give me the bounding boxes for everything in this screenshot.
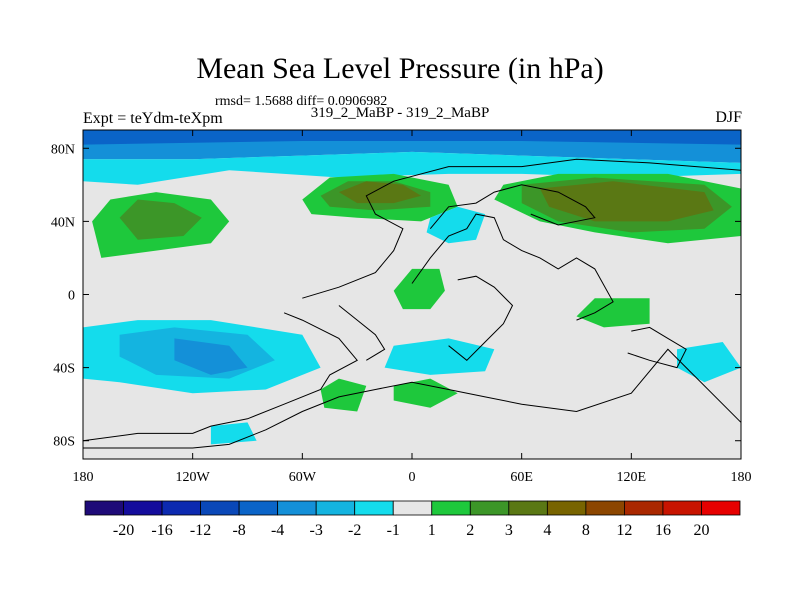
colorbar-label: -16 [151,522,172,539]
contour-south-pacific-low-3 [174,338,248,375]
chart-title: Mean Sea Level Pressure (in hPa) [196,52,604,85]
colorbar-swatch [277,500,317,516]
y-tick-label: 80N [51,142,75,157]
colorbar-label: 20 [693,522,709,539]
colorbar-swatch [662,500,702,516]
coastline-5 [448,275,514,361]
colorbar-swatch [624,500,664,516]
coastlines [83,158,741,449]
colorbar-swatch [354,500,394,516]
colorbar-swatch [84,500,124,516]
contour-australia-low [677,342,741,383]
y-tick-label: 40S [53,362,75,377]
colorbar-label: 3 [505,522,513,539]
colorbar-label: -8 [232,522,245,539]
colorbar-label: 2 [466,522,474,539]
coastline-0 [83,312,358,442]
contour-north-atlantic-high-3 [338,181,422,204]
x-tick-label: 0 [409,470,416,485]
contour-siberian-high-3 [539,181,714,222]
colorbar-label: 4 [543,522,551,539]
colorbar-label: 12 [616,522,632,539]
colorbar-swatch [200,500,240,516]
colorbar-label: 16 [655,522,671,539]
colorbar-label: 8 [582,522,590,539]
contour-north-band [83,151,741,185]
colorbar-swatch [546,500,587,516]
colorbar-label: 1 [428,522,436,539]
experiment-label: Expt = teYdm-teXpm [83,110,223,127]
colorbar-label: -12 [190,522,211,539]
x-tick-label: 120E [617,470,647,485]
contour-drake-low [210,422,257,445]
coastline-6 [429,184,596,230]
colorbar: -20 -16 -12 -8 -4 -3 -2 -1 1 2 3 4 8 12 16 20 [84,500,741,539]
colorbar-swatch [315,500,356,516]
contour-south-atlantic-high [320,378,367,412]
colorbar-label: -1 [387,522,400,539]
season-label: DJF [715,109,742,126]
y-axis: 80N 40N 0 40S 80S [51,142,741,450]
contour-regions [83,130,741,445]
contour-south-indian-high [393,378,458,408]
x-tick-label: 120W [176,470,211,485]
x-axis: 180 120W 60W 0 60E 120E 180 [73,130,752,485]
coastline-3 [338,305,386,361]
colorbar-swatch [469,500,510,516]
contour-north-polar-core [83,130,741,145]
y-tick-label: 80S [53,435,75,450]
colorbar-label: -2 [348,522,361,539]
contour-central-africa-high [393,268,445,310]
colorbar-swatch [701,500,741,516]
contour-indian-ocean-high [576,298,650,328]
x-tick-label: 60E [510,470,533,485]
contour-south-atlantic-low [384,338,495,375]
colorbar-label: -20 [113,522,134,539]
colorbar-swatch [123,500,163,516]
colorbar-swatch [508,500,548,516]
colorbar-swatch [238,500,279,516]
x-tick-label: 180 [73,470,94,485]
contour-north-pacific-high-2 [119,199,202,240]
coastline-2 [302,158,741,299]
colorbar-swatch [161,500,201,516]
colorbar-swatch [392,500,433,516]
y-tick-label: 0 [68,289,75,304]
case-label: 319_2_MaBP - 319_2_MaBP [310,105,490,121]
stats-label: rmsd= 1.5688 diff= 0.0906982 [215,94,388,109]
x-tick-label: 180 [731,470,752,485]
colorbar-label: -3 [310,522,323,539]
x-tick-label: 60W [289,470,317,485]
coastline-4 [411,213,614,321]
colorbar-swatch [585,500,625,516]
coastline-7 [627,326,687,369]
colorbar-label: -4 [271,522,284,539]
colorbar-swatch [431,500,471,516]
coastline-1 [83,348,741,449]
y-tick-label: 40N [51,215,75,230]
